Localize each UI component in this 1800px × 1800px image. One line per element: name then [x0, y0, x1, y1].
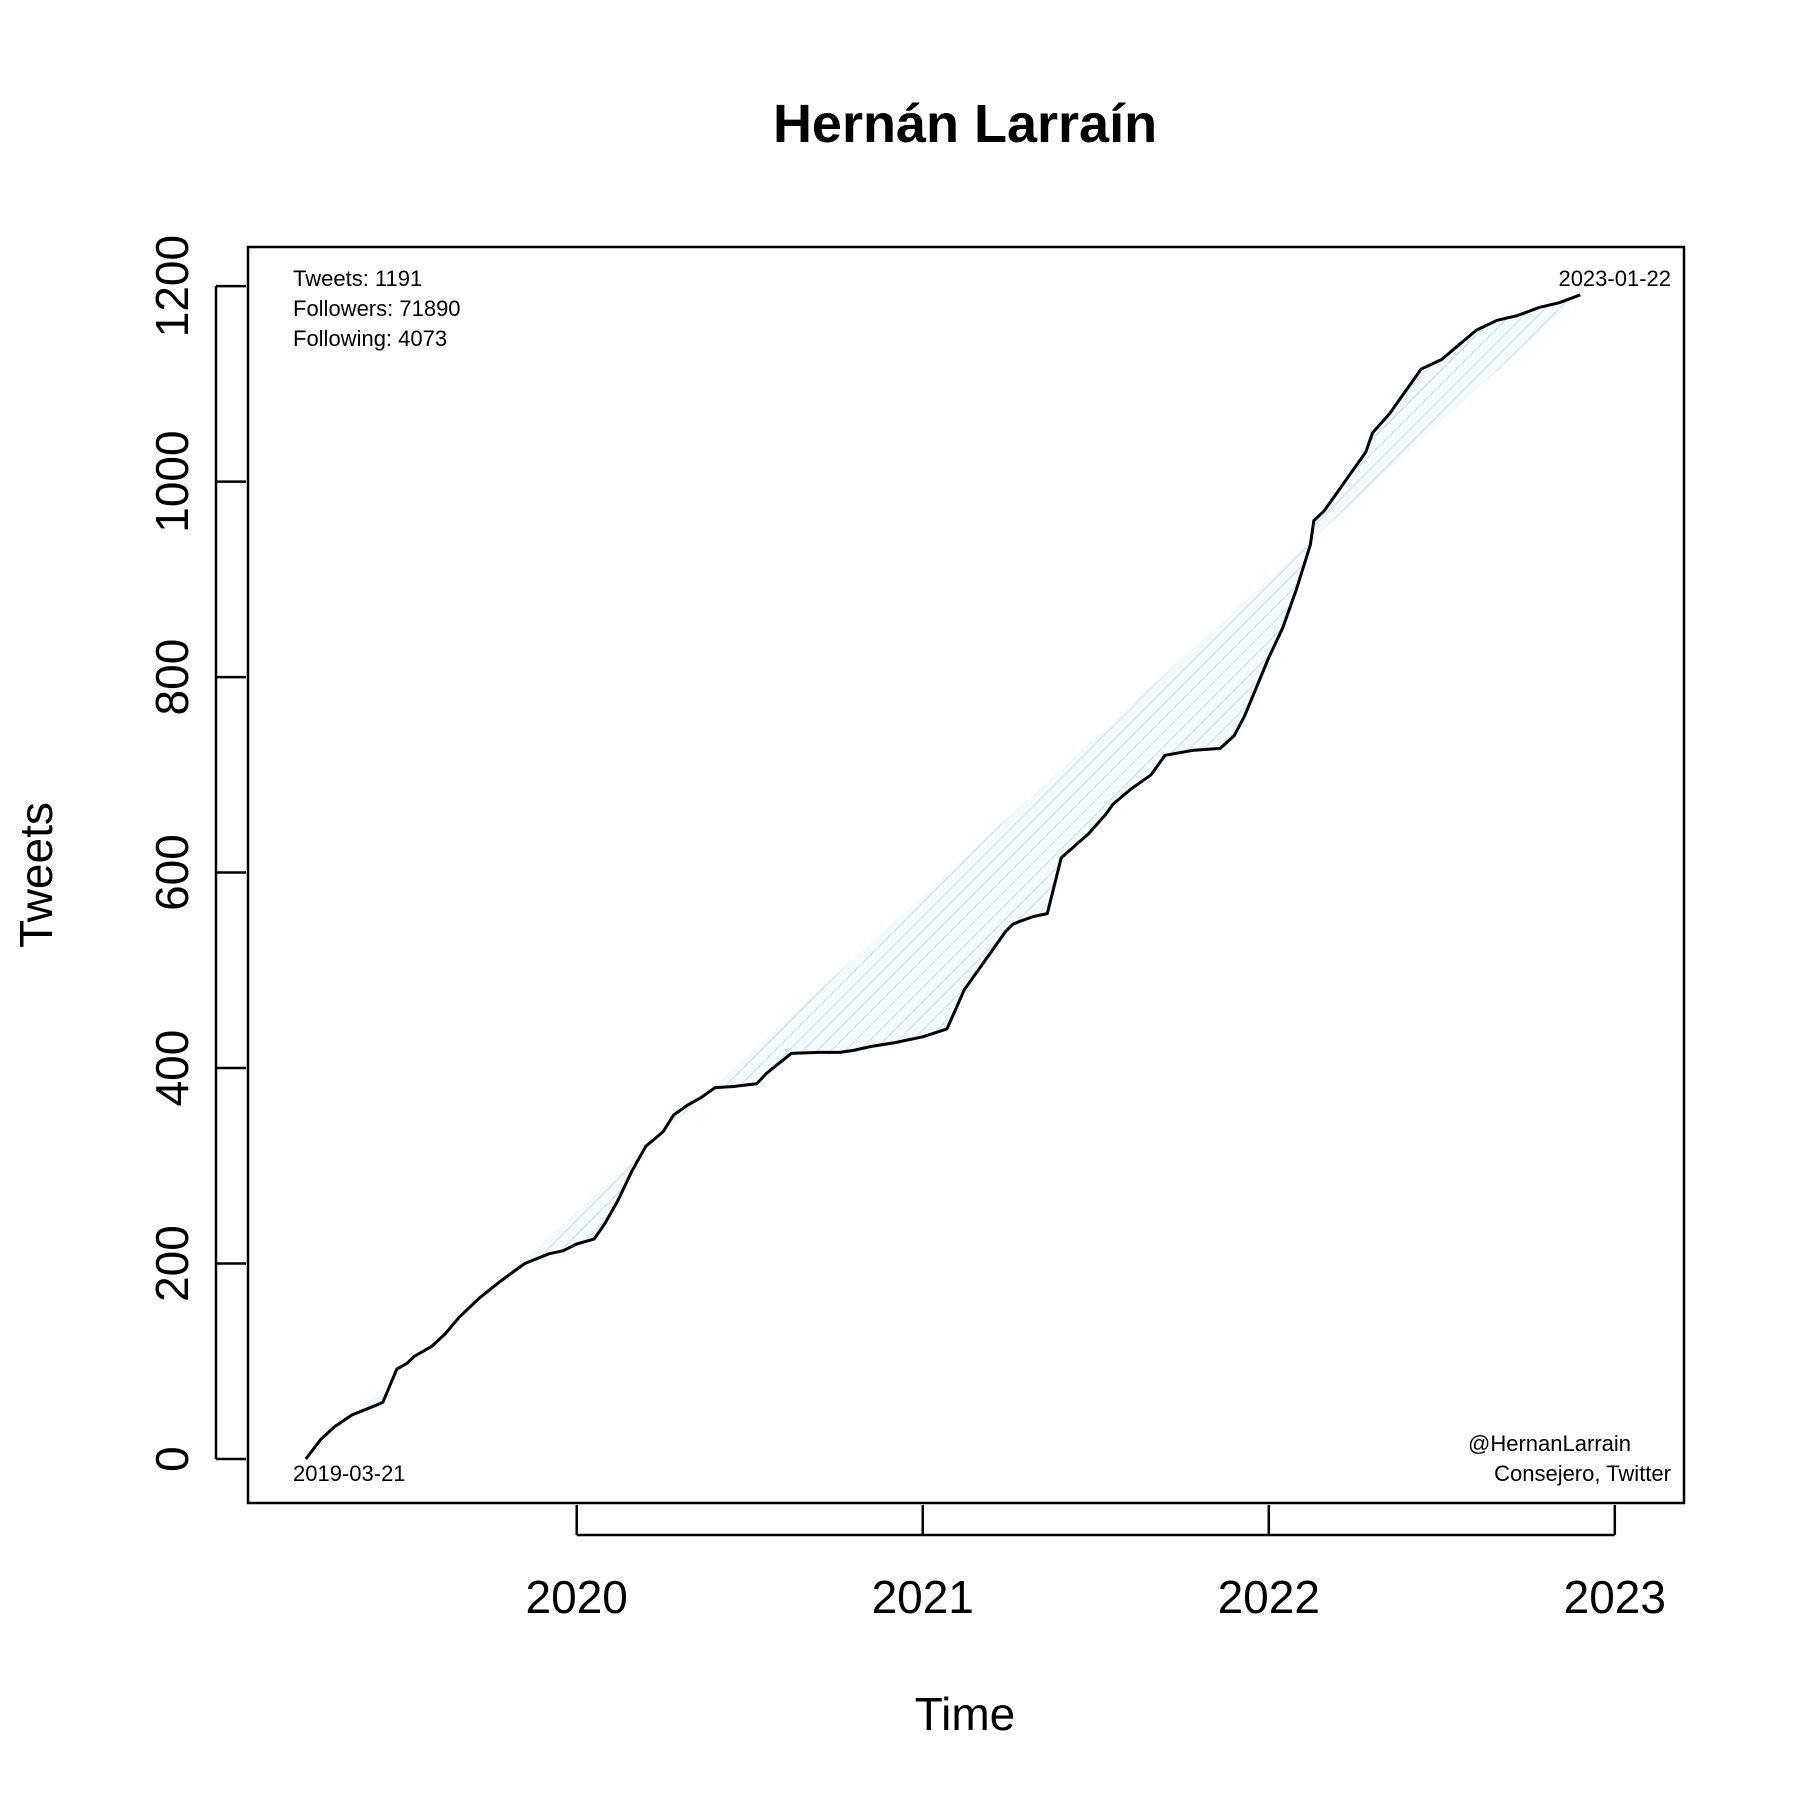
start-date-label: 2019-03-21	[293, 1461, 406, 1486]
chart-title: Hernán Larraín	[773, 94, 1157, 154]
plot-area	[306, 295, 1580, 1459]
y-tick-label: 1200	[146, 235, 198, 337]
caption-label: Consejero, Twitter	[1494, 1461, 1671, 1486]
x-tick-label: 2023	[1564, 1571, 1666, 1623]
y-tick-label: 400	[146, 1030, 198, 1107]
end-date-label: 2023-01-22	[1558, 266, 1671, 291]
y-tick-label: 0	[146, 1446, 198, 1472]
y-axis-label: Tweets	[10, 802, 62, 948]
x-tick-label: 2020	[526, 1571, 628, 1623]
y-tick-label: 1000	[146, 430, 198, 532]
handle-label: @HernanLarrain	[1468, 1431, 1631, 1456]
stats-following: Following: 4073	[293, 326, 447, 351]
y-tick-label: 200	[146, 1225, 198, 1302]
x-tick-label: 2021	[872, 1571, 974, 1623]
x-tick-label: 2022	[1218, 1571, 1320, 1623]
stats-followers: Followers: 71890	[293, 296, 461, 321]
y-axis: 0 200 400 600 800 1000 1200	[146, 235, 246, 1472]
y-tick-label: 600	[146, 834, 198, 911]
x-axis: 2020 2021 2022 2023	[526, 1505, 1666, 1623]
x-axis-label: Time	[915, 1688, 1016, 1740]
y-tick-label: 800	[146, 639, 198, 716]
stats-tweets: Tweets: 1191	[293, 266, 422, 291]
